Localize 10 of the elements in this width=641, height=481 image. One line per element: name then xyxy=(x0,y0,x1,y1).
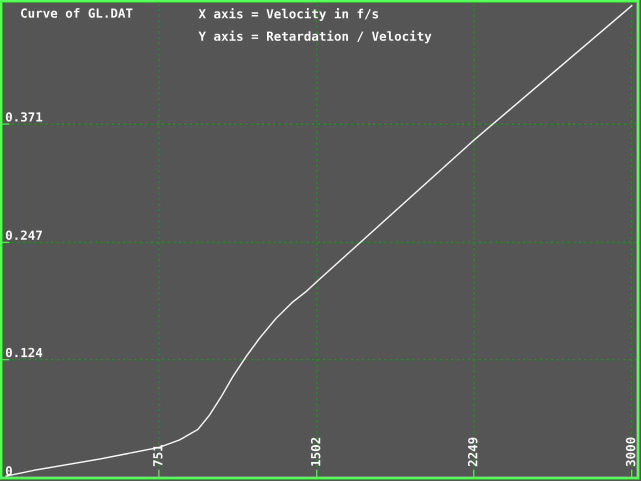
y-tick-label: 0.124 xyxy=(6,348,42,358)
y-tick-label: 0 xyxy=(6,466,12,476)
annotation: X axis = Velocity in f/s xyxy=(198,8,378,21)
annotation: Y axis = Retardation / Velocity xyxy=(198,30,432,44)
x-tick-label: 1502 xyxy=(310,438,320,466)
x-tick-label: 3000 xyxy=(626,438,636,466)
y-tick-label: 0.371 xyxy=(6,112,42,122)
chart-title: Curve of GL.DAT xyxy=(21,8,132,18)
x-tick-label: 2249 xyxy=(468,438,478,466)
y-tick-label: 0.247 xyxy=(6,230,42,240)
